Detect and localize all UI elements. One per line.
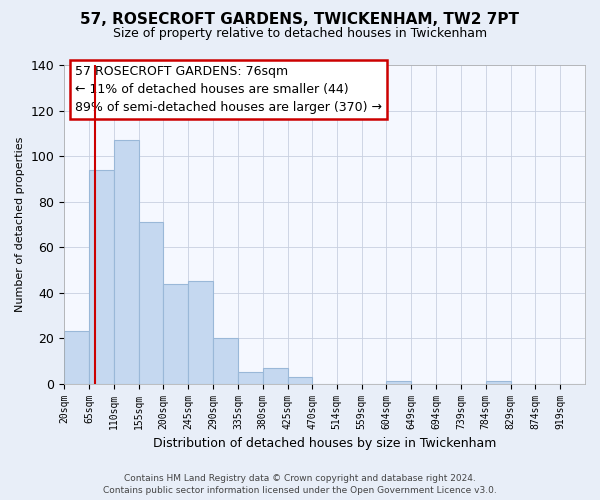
Bar — [386, 382, 411, 384]
Bar — [263, 368, 287, 384]
Bar — [89, 170, 114, 384]
Text: 57 ROSECROFT GARDENS: 76sqm
← 11% of detached houses are smaller (44)
89% of sem: 57 ROSECROFT GARDENS: 76sqm ← 11% of det… — [74, 65, 382, 114]
Bar — [64, 332, 89, 384]
Bar — [238, 372, 263, 384]
Text: 57, ROSECROFT GARDENS, TWICKENHAM, TW2 7PT: 57, ROSECROFT GARDENS, TWICKENHAM, TW2 7… — [80, 12, 520, 28]
Text: Size of property relative to detached houses in Twickenham: Size of property relative to detached ho… — [113, 28, 487, 40]
Bar — [114, 140, 139, 384]
Bar — [139, 222, 163, 384]
Bar — [213, 338, 238, 384]
Text: Contains HM Land Registry data © Crown copyright and database right 2024.
Contai: Contains HM Land Registry data © Crown c… — [103, 474, 497, 495]
Bar — [163, 284, 188, 384]
Bar — [485, 382, 511, 384]
Y-axis label: Number of detached properties: Number of detached properties — [15, 136, 25, 312]
Bar — [188, 282, 213, 384]
X-axis label: Distribution of detached houses by size in Twickenham: Distribution of detached houses by size … — [153, 437, 496, 450]
Bar — [287, 377, 313, 384]
